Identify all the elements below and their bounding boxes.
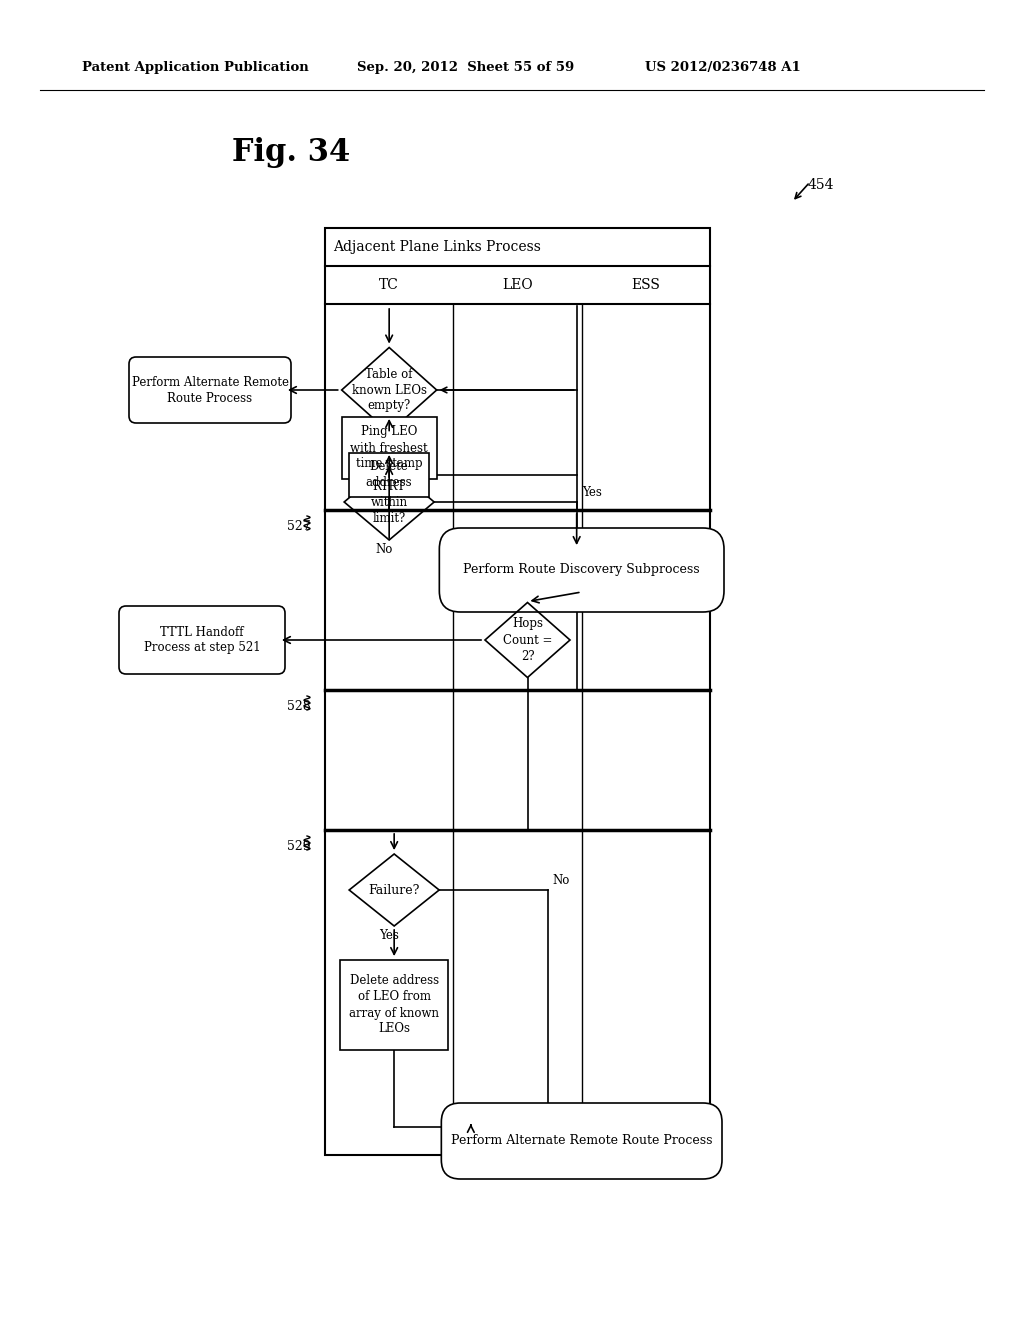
- Text: TC: TC: [379, 279, 399, 292]
- Text: 527: 527: [287, 520, 310, 532]
- Text: Patent Application Publication: Patent Application Publication: [82, 62, 309, 74]
- FancyBboxPatch shape: [439, 528, 724, 612]
- FancyBboxPatch shape: [441, 1104, 722, 1179]
- Text: 528: 528: [287, 700, 310, 713]
- Text: Sep. 20, 2012  Sheet 55 of 59: Sep. 20, 2012 Sheet 55 of 59: [357, 62, 574, 74]
- Text: TTTL Handoff
Process at step 521: TTTL Handoff Process at step 521: [143, 626, 260, 655]
- Text: RTRT
within
limit?: RTRT within limit?: [371, 479, 408, 524]
- Text: Adjacent Plane Links Process: Adjacent Plane Links Process: [333, 240, 541, 253]
- Text: Fig. 34: Fig. 34: [232, 136, 350, 168]
- Text: Table of
known LEOs
empty?: Table of known LEOs empty?: [351, 367, 427, 412]
- Text: 529: 529: [287, 840, 310, 853]
- Bar: [349, 453, 429, 498]
- Text: No: No: [553, 874, 570, 887]
- Text: No: No: [376, 543, 393, 556]
- Text: Yes: Yes: [379, 929, 399, 942]
- Text: Perform Alternate Remote Route Process: Perform Alternate Remote Route Process: [451, 1134, 713, 1147]
- Bar: [340, 960, 449, 1049]
- Bar: [325, 228, 710, 1155]
- Text: Failure?: Failure?: [369, 883, 420, 896]
- Text: 454: 454: [808, 178, 835, 191]
- Text: Yes: Yes: [582, 486, 601, 499]
- Text: Hops
Count =
2?: Hops Count = 2?: [503, 618, 552, 663]
- FancyBboxPatch shape: [119, 606, 285, 675]
- Text: LEO: LEO: [502, 279, 532, 292]
- Text: Delete
address: Delete address: [366, 461, 413, 490]
- Bar: [342, 417, 436, 479]
- Text: Delete address
of LEO from
array of known
LEOs: Delete address of LEO from array of know…: [349, 974, 439, 1035]
- Text: US 2012/0236748 A1: US 2012/0236748 A1: [645, 62, 801, 74]
- Text: Perform Route Discovery Subprocess: Perform Route Discovery Subprocess: [463, 564, 700, 577]
- FancyBboxPatch shape: [129, 356, 291, 422]
- Text: Perform Alternate Remote
Route Process: Perform Alternate Remote Route Process: [131, 375, 289, 404]
- Text: ESS: ESS: [632, 279, 660, 292]
- Text: Ping LEO
with freshest
time stamp: Ping LEO with freshest time stamp: [350, 425, 428, 470]
